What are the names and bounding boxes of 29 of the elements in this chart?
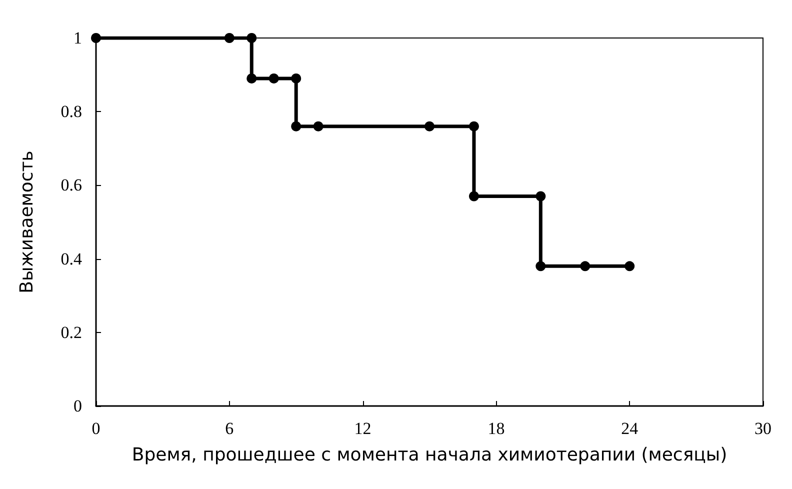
y-tick-label: 0.4 (60, 249, 82, 268)
x-axis-title: Время, прошедшее с момента начала химиотерапии (месяцы) (132, 444, 728, 466)
y-tick-label: 1 (74, 28, 82, 48)
point (424, 121, 434, 132)
y-tick-label: 0.8 (60, 102, 82, 122)
point (313, 121, 324, 132)
x-tick-label: 6 (225, 419, 234, 438)
point (91, 33, 101, 43)
point (468, 191, 479, 202)
x-tick-label: 24 (621, 419, 639, 438)
point (580, 261, 590, 272)
point (536, 261, 546, 272)
point (224, 33, 234, 43)
x-tick-label: 12 (354, 419, 372, 438)
x-tick-label: 30 (754, 419, 772, 438)
y-tick-label: 0.2 (60, 322, 82, 342)
x-tick-label: 0 (92, 419, 100, 438)
point (268, 73, 279, 84)
point (536, 191, 546, 202)
point (291, 73, 302, 84)
y-tick-label: 0 (74, 396, 82, 416)
point (468, 121, 479, 132)
point (291, 121, 302, 132)
point (624, 261, 635, 272)
point (246, 33, 257, 43)
y-axis-title: Выживаемость (16, 150, 38, 294)
x-tick-label: 18 (488, 419, 505, 438)
y-tick-label: 0.6 (60, 176, 82, 195)
point (246, 73, 257, 84)
